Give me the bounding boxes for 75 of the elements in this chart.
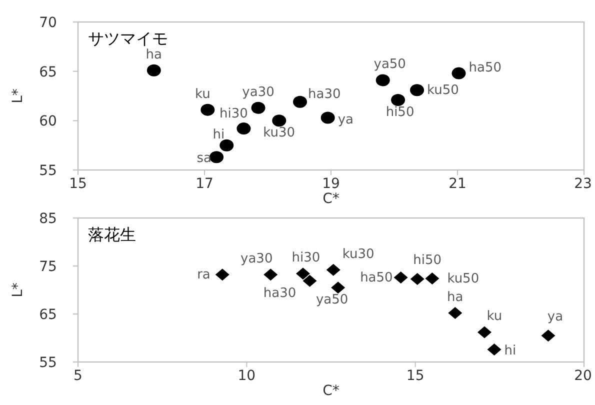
annotation: ha50 [360,270,393,286]
annotation: ku30 [263,126,296,141]
annotation: sa [196,151,212,166]
annotation: hi50 [386,104,414,120]
x-tick-label: 10 [238,368,256,384]
y-tick-label: 60 [39,114,57,130]
annotation: ha [447,290,464,306]
x-tick-label: 15 [69,176,87,192]
point [331,282,346,294]
point [541,330,556,342]
point [296,268,310,280]
y-tick-label: 65 [39,307,57,323]
point [477,326,492,338]
point [326,264,340,276]
x-tick-label: 17 [196,176,214,192]
point [391,94,406,106]
y-tick-label: 55 [39,355,57,371]
annotation: hi50 [413,252,442,268]
annotation: ya [338,112,354,128]
y-tick-label: 85 [39,211,57,227]
x-axis-title: C* [322,383,340,399]
point [272,114,286,127]
annotation: ha50 [468,60,502,76]
point [410,84,424,96]
point [425,272,440,284]
annotation: ha30 [308,86,341,102]
x-axis-title: C* [322,191,340,207]
x-tick-label: 19 [322,176,340,192]
y-tick-label: 65 [39,64,57,80]
annotation: ku [486,309,502,324]
point [394,272,408,284]
x-tick-label: 21 [448,176,466,192]
annotation: ha [146,47,162,62]
point [220,139,234,152]
annotation: ku50 [447,271,480,286]
x-tick-label: 15 [406,368,424,384]
annotation: ya [547,310,564,325]
y-tick-label: 75 [39,259,57,275]
annotation: ya50 [316,292,348,308]
annotation: ya30 [240,252,273,267]
point [215,268,230,281]
annotation: hi [212,127,225,142]
annotation: ku [194,86,210,102]
annotation: hi30 [292,250,320,266]
point [251,102,266,114]
point [293,96,308,108]
point [236,122,251,135]
x-tick-label: 20 [574,368,592,384]
annotation: ha30 [263,286,296,301]
x-tick-label: 23 [574,176,592,192]
point [452,67,466,80]
text: サツマイモ [88,29,168,48]
point [320,112,335,124]
annotation: ya50 [374,57,406,72]
x-tick-label: 5 [74,368,82,384]
point [146,64,161,76]
point [410,272,424,285]
point [200,104,215,116]
point [448,307,462,320]
point [487,344,502,356]
y-axis-title: L* [10,88,26,104]
y-tick-label: 55 [39,163,57,179]
y-tick-label: 70 [39,15,57,31]
annotation: hi30 [220,106,248,122]
annotation: ku30 [342,246,374,262]
point [376,74,390,86]
annotation: ku50 [427,83,459,98]
annotation: hi [504,344,516,359]
annotation: ya30 [242,84,274,100]
point [264,268,278,281]
point [210,151,224,164]
y-axis-title: L* [10,282,26,298]
point [302,274,317,287]
text: 落花生 [88,225,136,244]
annotation: ra [197,268,210,283]
